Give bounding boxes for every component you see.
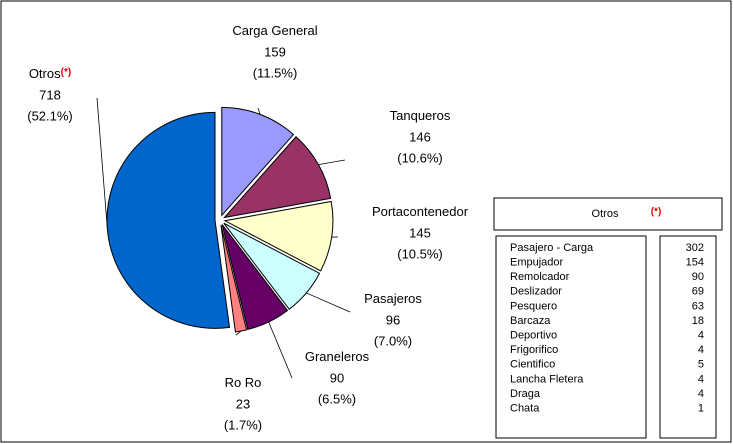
- table-note: (*): [651, 207, 662, 218]
- table-row-name: Pasajero - Carga: [510, 242, 594, 254]
- table-title-box: [493, 197, 723, 231]
- table-row-value: 18: [692, 315, 704, 327]
- pie-slice: [221, 224, 289, 331]
- table-row-value: 5: [698, 359, 704, 371]
- slice-percent: (6.5%): [318, 391, 356, 406]
- slice-label: Portacontenedor: [372, 204, 469, 219]
- slice-value: 146: [409, 129, 431, 144]
- leader-line: [96, 97, 108, 228]
- table-row-value: 4: [698, 330, 704, 342]
- slice-percent: (7.0%): [374, 333, 412, 348]
- leader-line: [235, 330, 242, 336]
- slice-name: Tanqueros: [390, 108, 451, 123]
- table-values-box: [659, 235, 717, 439]
- slice-label: Pasajeros: [364, 291, 422, 306]
- table-row-value: 90: [692, 271, 704, 283]
- table-row-value: 4: [698, 388, 704, 400]
- slice-name: Portacontenedor: [372, 204, 469, 219]
- table-row-name: Draga: [510, 388, 541, 400]
- slice-percent: (1.7%): [224, 417, 262, 432]
- table-title: Otros: [592, 208, 619, 220]
- slice-label: Ro Ro: [225, 375, 262, 390]
- slice-value: 23: [236, 396, 250, 411]
- table-row-value: 302: [686, 242, 704, 254]
- table-row-name: Barcaza: [510, 315, 551, 327]
- table-row-name: Empujador: [510, 257, 564, 269]
- slice-value: 145: [409, 225, 431, 240]
- table-row-name: Cientifico: [510, 359, 555, 371]
- slice-value: 90: [330, 370, 344, 385]
- table-row-name: Lancha Fletera: [510, 373, 584, 385]
- pie-slice: [223, 136, 332, 219]
- slice-label: Graneleros: [305, 349, 370, 364]
- slice-value: 96: [386, 312, 400, 327]
- slice-percent: (52.1%): [27, 108, 73, 123]
- other-note: (*): [61, 67, 72, 78]
- pie-slice: [106, 111, 231, 329]
- table-row-value: 4: [698, 373, 704, 385]
- pie-slice: [223, 222, 321, 310]
- table-row-value: 63: [692, 300, 704, 312]
- table-row-name: Frigorifico: [510, 344, 558, 356]
- slice-value: 159: [264, 44, 286, 59]
- slice-name: Ro Ro: [225, 375, 262, 390]
- table-row-value: 4: [698, 344, 704, 356]
- table-row-name: Pesquero: [510, 300, 557, 312]
- table-row-name: Deslizador: [510, 286, 562, 298]
- table-row-value: 1: [698, 403, 704, 415]
- table-row-name: Remolcador: [510, 271, 570, 283]
- slice-percent: (10.5%): [397, 246, 443, 261]
- table-row-value: 154: [686, 257, 704, 269]
- slice-name: Carga General: [232, 23, 317, 38]
- slice-label: Otros(*): [29, 66, 71, 81]
- slice-name: Graneleros: [305, 349, 370, 364]
- slice-name: Otros: [29, 66, 61, 81]
- slice-label: Carga General: [232, 23, 317, 38]
- slice-name: Pasajeros: [364, 291, 422, 306]
- leader-line: [306, 292, 351, 313]
- slice-value: 718: [39, 87, 61, 102]
- pie-slice: [223, 200, 334, 272]
- slice-percent: (11.5%): [253, 65, 298, 80]
- leader-line: [257, 107, 261, 115]
- slice-percent: (10.6%): [397, 150, 443, 165]
- table-names-box: [495, 235, 647, 439]
- table-row-name: Chata: [510, 403, 540, 415]
- slice-label: Tanqueros: [390, 108, 451, 123]
- table-row-name: Deportivo: [510, 330, 557, 342]
- leader-line: [268, 321, 293, 379]
- table-row-value: 69: [692, 286, 704, 298]
- leader-line: [318, 159, 346, 166]
